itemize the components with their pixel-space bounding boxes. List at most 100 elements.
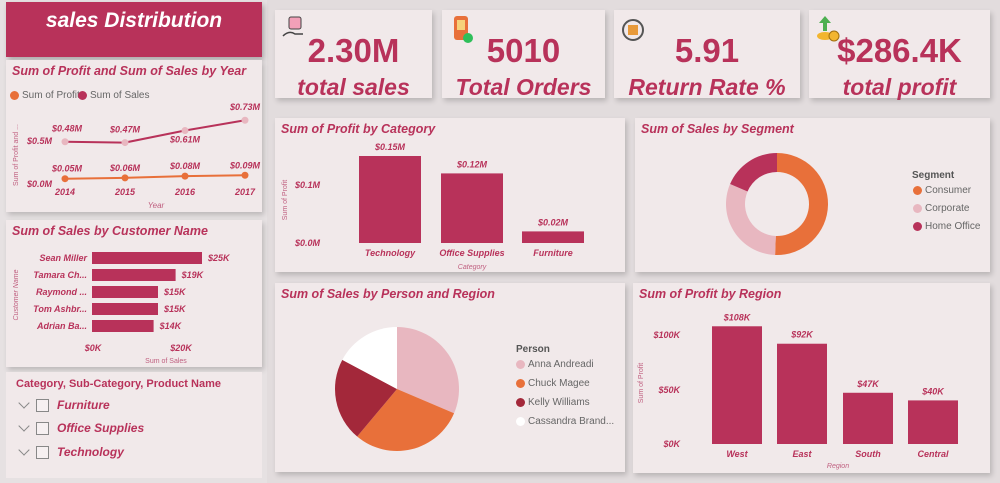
chart-title: Sum of Sales by Person and Region — [281, 287, 495, 301]
category-label: Tamara Ch... — [33, 270, 87, 280]
slice-chuck-magee — [357, 389, 455, 451]
legend-dot — [78, 91, 87, 100]
slice-kelly-williams — [335, 359, 397, 437]
x-tick: $0K — [84, 343, 103, 353]
checkbox[interactable] — [36, 445, 49, 459]
y-axis-label: Customer Name — [13, 269, 20, 320]
legend-item[interactable]: Corporate — [913, 203, 969, 214]
data-label: $92K — [790, 330, 814, 340]
data-point — [181, 127, 189, 135]
category-label: East — [792, 449, 812, 459]
legend-item[interactable]: Consumer — [913, 185, 971, 196]
category-label: South — [855, 449, 881, 459]
x-tick: $20K — [169, 343, 193, 353]
category-label: Raymond ... — [36, 287, 87, 297]
legend-title: Segment — [912, 170, 955, 181]
legend-item[interactable]: Cassandra Brand... — [516, 416, 614, 427]
legend-item[interactable]: Chuck Magee — [516, 378, 590, 389]
bar — [92, 252, 202, 264]
slicer-item-label: Furniture — [57, 398, 110, 412]
data-label: $0.12M — [456, 159, 488, 169]
legend-item[interactable]: Kelly Williams — [516, 397, 590, 408]
profit-sales-by-year-chart: Sum of Profit and Sum of Sales by Year S… — [6, 60, 262, 212]
x-axis-label: Sum of Sales — [145, 358, 187, 365]
chevron-down-icon[interactable] — [18, 397, 30, 409]
y-tick: $50K — [657, 385, 681, 395]
legend-label: Anna Andreadi — [528, 359, 594, 370]
legend-dot — [913, 204, 922, 213]
kpi-total-profit: $286.4K total profit — [809, 10, 990, 100]
checkbox[interactable] — [36, 398, 49, 412]
legend-label: Home Office — [925, 221, 981, 232]
legend-title: Person — [516, 344, 550, 355]
bar — [712, 326, 762, 444]
legend-item[interactable]: Home Office — [913, 221, 980, 232]
legend-dot — [913, 222, 922, 231]
sales-by-person-chart: Sum of Sales by Person and Region Person… — [275, 283, 625, 472]
checkbox[interactable] — [36, 421, 49, 435]
legend-label: Consumer — [925, 185, 972, 196]
data-label: $40K — [921, 386, 945, 396]
data-label: $25K — [207, 253, 231, 263]
data-label: $47K — [856, 379, 880, 389]
y-tick: $100K — [652, 330, 681, 340]
kpi-value: 5.91 — [674, 32, 740, 69]
kpi-label: total sales — [297, 74, 410, 100]
bar — [92, 303, 158, 315]
slice-cassandra-brand- — [342, 327, 397, 389]
bar — [92, 320, 154, 332]
x-axis-label: Year — [148, 201, 165, 210]
legend-label: Corporate — [925, 203, 970, 214]
slice-consumer — [775, 153, 828, 255]
y-tick: $0.1M — [294, 180, 321, 190]
bar — [92, 269, 176, 281]
legend-dot — [516, 417, 525, 426]
data-label: $15K — [163, 304, 187, 314]
chart-title: Sum of Profit by Category — [281, 122, 436, 136]
data-point — [121, 174, 129, 182]
legend-dot — [10, 91, 19, 100]
legend-label: Sum of Profit — [22, 90, 80, 101]
chevron-down-icon[interactable] — [18, 420, 30, 432]
sales-by-segment-chart: Sum of Sales by Segment Segment Consumer… — [635, 118, 990, 272]
y-tick: $0K — [662, 439, 681, 449]
data-label: $0.61M — [169, 135, 201, 145]
slice-corporate — [726, 184, 776, 255]
legend-item-profit[interactable]: Sum of Profit — [10, 90, 80, 101]
y-axis-label: Sum of Profit and ... — [13, 124, 20, 186]
sales-by-customer-chart: Sum of Sales by Customer Name Customer N… — [6, 220, 262, 367]
data-label: $0.73M — [229, 102, 261, 112]
data-label: $0.47M — [109, 125, 141, 135]
chart-title: Sum of Sales by Customer Name — [12, 224, 208, 238]
data-label: $0.15M — [374, 142, 406, 152]
data-label: $0.48M — [51, 124, 83, 134]
bar — [843, 392, 893, 444]
slicer-item-technology[interactable]: Technology — [18, 444, 124, 459]
bar — [359, 156, 421, 243]
y-tick: $0.0M — [26, 179, 53, 189]
bar — [522, 231, 584, 243]
slicer-item-office-supplies[interactable]: Office Supplies — [18, 420, 145, 435]
legend-dot — [913, 186, 922, 195]
data-label: $0.02M — [537, 217, 569, 227]
data-label: $108K — [723, 312, 752, 322]
legend-item-sales[interactable]: Sum of Sales — [78, 90, 149, 101]
data-point — [241, 171, 249, 179]
legend-dot — [516, 398, 525, 407]
slice-anna-andreadi — [397, 327, 459, 414]
legend-item[interactable]: Anna Andreadi — [516, 359, 594, 370]
category-label: Furniture — [533, 248, 573, 258]
x-axis-label: Region — [827, 463, 849, 470]
bar — [908, 400, 958, 444]
category-label: Tom Ashbr... — [33, 304, 87, 314]
slicer-item-furniture[interactable]: Furniture — [18, 397, 110, 412]
data-label: $15K — [163, 287, 187, 297]
kpi-return-rate: 5.91 Return Rate % — [614, 10, 800, 100]
slicer-item-label: Office Supplies — [57, 421, 145, 435]
data-point — [61, 138, 69, 146]
category-label: Sean Miller — [39, 253, 87, 263]
series-line-profit — [64, 174, 246, 180]
shopping-bag-hand-icon — [282, 16, 303, 37]
chevron-down-icon[interactable] — [18, 444, 30, 456]
data-label: $0.06M — [109, 163, 141, 173]
